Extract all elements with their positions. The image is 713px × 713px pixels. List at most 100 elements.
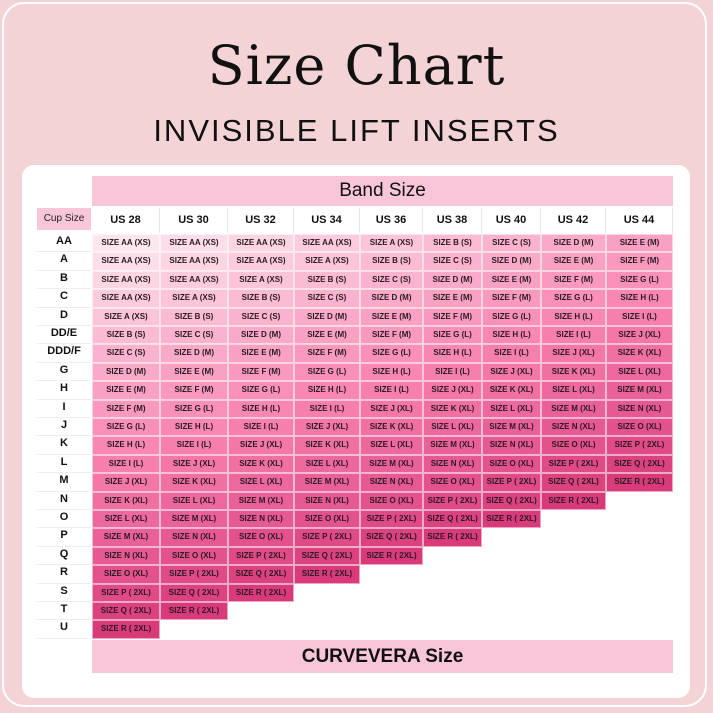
size-cell: SIZE N (XL)	[541, 418, 606, 437]
size-cell: SIZE P ( 2XL)	[541, 454, 606, 474]
cup-size-label: A	[37, 252, 91, 271]
size-cell: SIZE D (M)	[423, 270, 482, 290]
size-cell: SIZE A (XS)	[160, 289, 228, 308]
band-column-header: US 40	[482, 208, 541, 233]
size-cell: SIZE N (XL)	[160, 528, 228, 547]
size-cell: SIZE N (XL)	[360, 473, 423, 492]
size-cell: SIZE J (XL)	[423, 381, 482, 400]
size-cell: SIZE J (XL)	[294, 418, 360, 437]
page-title: Size Chart	[207, 34, 506, 97]
size-cell: SIZE AA (XS)	[228, 252, 294, 271]
size-cell: SIZE R ( 2XL)	[92, 620, 160, 639]
size-cell: SIZE K (XL)	[360, 418, 423, 437]
size-cell: SIZE Q ( 2XL)	[360, 528, 423, 547]
cup-size-label: I	[37, 400, 91, 418]
size-cell: SIZE F (M)	[294, 344, 360, 363]
cup-size-label: N	[37, 492, 91, 510]
cup-size-header: Cup Size	[37, 208, 91, 230]
size-cell: SIZE I (L)	[482, 344, 541, 363]
size-cell: SIZE AA (XS)	[160, 270, 228, 290]
size-cell: SIZE L (XL)	[92, 510, 160, 529]
size-cell: SIZE P ( 2XL)	[482, 473, 541, 492]
size-cell: SIZE N (XL)	[228, 510, 294, 529]
size-cell: SIZE H (L)	[92, 436, 160, 455]
size-cell: SIZE K (XL)	[228, 454, 294, 474]
size-cell: SIZE M (XL)	[160, 510, 228, 529]
size-cell: SIZE D (M)	[160, 344, 228, 363]
band-column-header: US 36	[360, 208, 423, 233]
cup-size-label: L	[37, 455, 91, 474]
size-cell: SIZE O (XL)	[160, 546, 228, 566]
size-cell: SIZE AA (XS)	[92, 270, 160, 290]
size-cell: SIZE G (L)	[360, 344, 423, 363]
size-cell: SIZE M (XL)	[92, 528, 160, 547]
size-cell: SIZE J (XL)	[92, 473, 160, 492]
size-cell: SIZE H (L)	[482, 326, 541, 345]
size-cell: SIZE R ( 2XL)	[541, 491, 606, 510]
size-cell: SIZE P ( 2XL)	[423, 491, 482, 510]
size-cell: SIZE I (L)	[92, 454, 160, 474]
size-cell: SIZE A (XS)	[92, 307, 160, 326]
size-cell: SIZE O (XL)	[423, 473, 482, 492]
size-cell: SIZE M (XL)	[423, 436, 482, 455]
size-cell: SIZE M (XL)	[228, 491, 294, 510]
size-cell: SIZE Q ( 2XL)	[606, 454, 673, 474]
size-cell: SIZE B (S)	[160, 307, 228, 326]
size-cell: SIZE E (M)	[360, 307, 423, 326]
size-cell: SIZE J (XL)	[541, 344, 606, 363]
size-cell: SIZE J (XL)	[228, 436, 294, 455]
cup-size-label: G	[37, 363, 91, 382]
band-column-header: US 42	[541, 208, 606, 233]
size-cell: SIZE O (XL)	[541, 436, 606, 455]
size-cell: SIZE J (XL)	[360, 399, 423, 418]
size-cell: SIZE F (M)	[228, 362, 294, 382]
brand-size-footer: CURVEVERA Size	[92, 640, 673, 673]
size-cell: SIZE R ( 2XL)	[606, 473, 673, 492]
cup-size-label: AA	[37, 234, 91, 253]
size-cell: SIZE O (XL)	[294, 510, 360, 529]
size-cell: SIZE M (XL)	[606, 381, 673, 400]
size-cell: SIZE G (L)	[294, 362, 360, 382]
size-cell: SIZE L (XL)	[360, 436, 423, 455]
size-cell: SIZE O (XL)	[360, 491, 423, 510]
size-cell: SIZE O (XL)	[228, 528, 294, 547]
size-cell: SIZE K (XL)	[541, 362, 606, 382]
size-cell: SIZE B (S)	[228, 289, 294, 308]
size-cell: SIZE C (S)	[482, 234, 541, 253]
size-cell: SIZE O (XL)	[482, 454, 541, 474]
cup-size-label: K	[37, 436, 91, 455]
size-cell: SIZE R ( 2XL)	[360, 546, 423, 566]
cup-size-label: U	[37, 620, 91, 639]
size-cell: SIZE Q ( 2XL)	[228, 565, 294, 584]
size-cell: SIZE AA (XS)	[228, 234, 294, 253]
size-cell: SIZE J (XL)	[160, 454, 228, 474]
size-cell: SIZE G (L)	[160, 399, 228, 418]
cup-size-label: R	[37, 565, 91, 584]
size-cell: SIZE O (XL)	[606, 418, 673, 437]
page-subtitle: INVISIBLE LIFT INSERTS	[153, 113, 560, 148]
band-column-header: US 34	[294, 208, 360, 233]
size-cell: SIZE P ( 2XL)	[92, 583, 160, 602]
size-cell: SIZE F (M)	[360, 326, 423, 345]
cup-size-label: S	[37, 584, 91, 602]
cup-size-label: J	[37, 418, 91, 437]
size-cell: SIZE D (M)	[360, 289, 423, 308]
size-cell: SIZE M (XL)	[541, 399, 606, 418]
size-cell: SIZE A (XS)	[294, 252, 360, 271]
size-cell: SIZE P ( 2XL)	[228, 546, 294, 566]
size-cell: SIZE R ( 2XL)	[482, 510, 541, 529]
cup-size-label: D	[37, 308, 91, 326]
size-cell: SIZE I (L)	[228, 418, 294, 437]
size-cell: SIZE G (L)	[606, 270, 673, 290]
size-cell: SIZE K (XL)	[160, 473, 228, 492]
cup-size-label: DD/E	[37, 326, 91, 345]
size-cell: SIZE L (XL)	[228, 473, 294, 492]
size-cell: SIZE B (S)	[360, 252, 423, 271]
size-cell: SIZE L (XL)	[606, 362, 673, 382]
size-cell: SIZE E (M)	[294, 326, 360, 345]
size-cell: SIZE A (XS)	[360, 234, 423, 253]
size-cell: SIZE Q ( 2XL)	[541, 473, 606, 492]
size-cell: SIZE L (XL)	[423, 418, 482, 437]
size-cell: SIZE D (M)	[482, 252, 541, 271]
size-cell: SIZE D (M)	[92, 362, 160, 382]
